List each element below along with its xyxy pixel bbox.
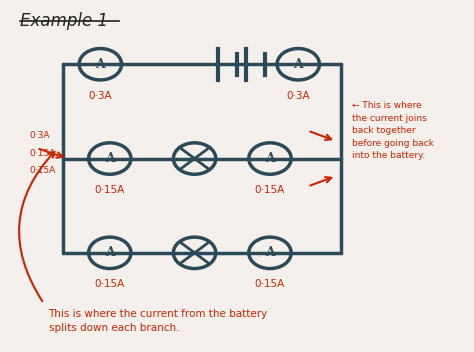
Text: A: A — [293, 58, 303, 71]
Text: A: A — [105, 246, 115, 259]
Text: 0·3A: 0·3A — [286, 91, 310, 101]
Text: Example 1: Example 1 — [20, 12, 109, 30]
Text: 0·3A: 0·3A — [30, 131, 50, 140]
Text: 0·15A: 0·15A — [255, 185, 285, 195]
Text: ← This is where
the current joins
back together
before going back
into the batte: ← This is where the current joins back t… — [353, 101, 434, 160]
Text: This is where the current from the battery
splits down each branch.: This is where the current from the batte… — [48, 308, 268, 333]
Text: 0·15A: 0·15A — [95, 185, 125, 195]
Text: 0·15A: 0·15A — [95, 279, 125, 289]
Text: 0·3A: 0·3A — [89, 91, 112, 101]
Text: 0·15A: 0·15A — [255, 279, 285, 289]
Text: 0·15A: 0·15A — [30, 149, 56, 158]
Text: A: A — [265, 152, 275, 165]
Text: 0·15A: 0·15A — [30, 166, 56, 175]
Text: A: A — [105, 152, 115, 165]
Text: A: A — [265, 246, 275, 259]
Text: A: A — [95, 58, 105, 71]
